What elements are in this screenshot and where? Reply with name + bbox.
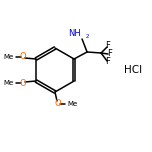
Text: 2: 2: [86, 35, 89, 40]
Text: F: F: [106, 57, 111, 67]
Text: Me: Me: [3, 54, 13, 60]
Text: Me: Me: [3, 80, 13, 86]
Text: NH: NH: [68, 29, 81, 38]
Text: O: O: [19, 52, 26, 61]
Text: Me: Me: [67, 101, 78, 107]
Text: F: F: [106, 41, 111, 50]
Text: O: O: [19, 79, 26, 88]
Text: F: F: [108, 50, 112, 59]
Text: O: O: [55, 99, 61, 108]
Text: HCl: HCl: [124, 65, 142, 75]
